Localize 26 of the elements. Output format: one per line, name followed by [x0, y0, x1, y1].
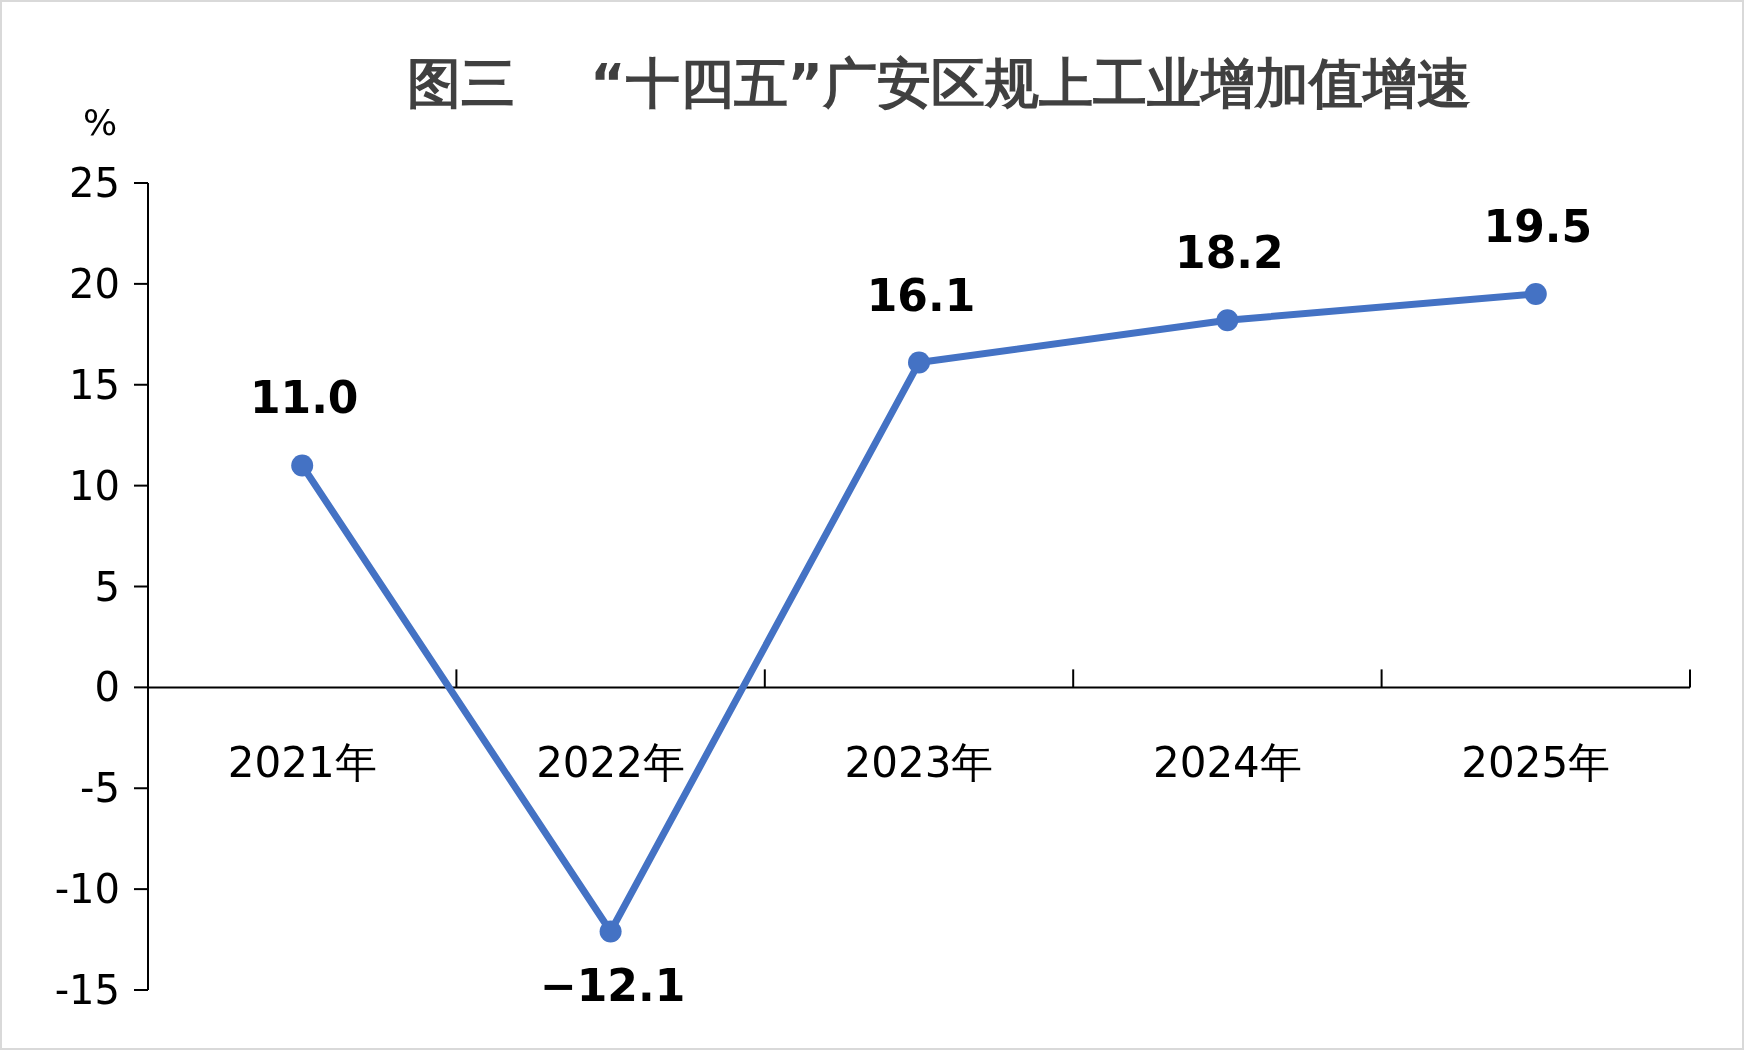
- y-tick-label: -5: [80, 765, 120, 812]
- data-label: 11.0: [249, 372, 359, 424]
- data-label: 18.2: [1175, 227, 1284, 279]
- y-tick-label: 25: [69, 160, 120, 206]
- y-tick-label: 5: [94, 563, 120, 610]
- y-tick-label: -10: [54, 866, 120, 913]
- data-label: 19.5: [1483, 200, 1593, 252]
- title: 图三 “十四五”广安区规上工业增加值增速: [406, 52, 1472, 115]
- point: [291, 454, 314, 477]
- x-tick-label: 2024年: [1152, 738, 1302, 788]
- x-tick-label: 2021年: [227, 738, 377, 788]
- x-tick-label: 2025年: [1461, 738, 1611, 788]
- point: [1216, 309, 1239, 332]
- data-label: 16.1: [866, 269, 976, 321]
- point: [908, 351, 930, 374]
- y-tick-label: 15: [69, 361, 120, 408]
- y-tick-label: 10: [69, 462, 120, 509]
- y-tick-label: 0: [94, 664, 120, 711]
- x-tick-label: 2023年: [844, 738, 994, 788]
- y-tick-label: 20: [69, 260, 120, 307]
- y-axis-title: %: [82, 102, 118, 143]
- point: [599, 920, 622, 943]
- data-label: −12.1: [539, 960, 686, 1012]
- y-tick-label: -15: [54, 967, 120, 1013]
- point: [1524, 282, 1547, 305]
- x-tick-label: 2022年: [536, 738, 686, 788]
